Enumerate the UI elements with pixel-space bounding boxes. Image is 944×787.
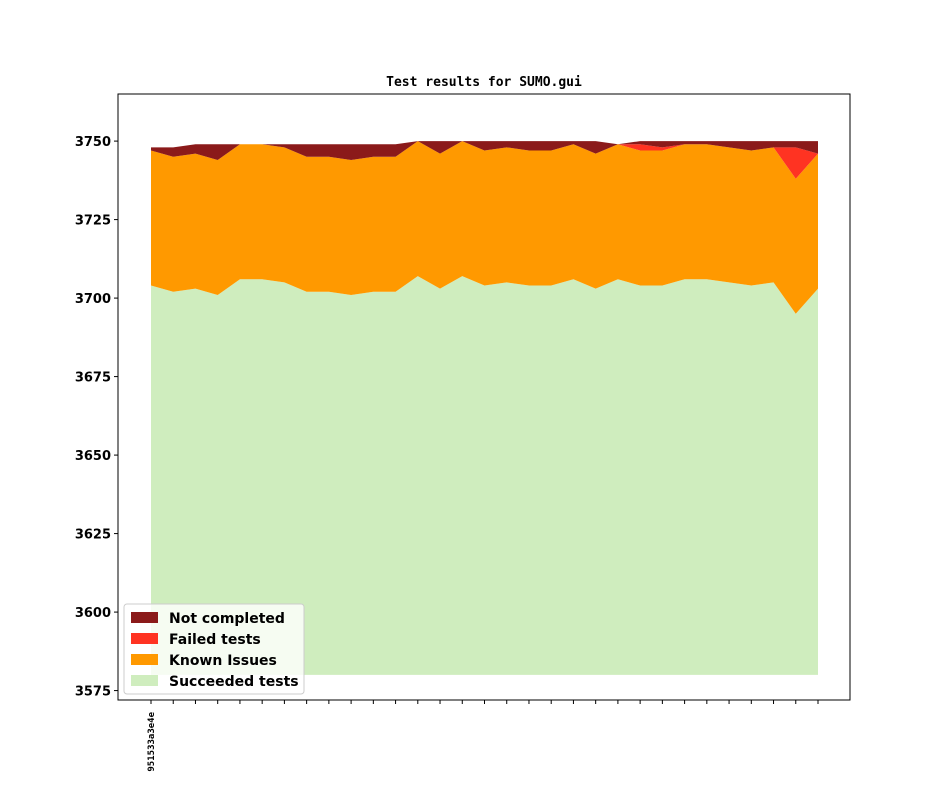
legend: Not completed Failed tests Known Issues Suc… (123, 603, 305, 695)
stacked-areas (151, 141, 818, 675)
legend-box (123, 603, 305, 695)
y-axis: 3575 3600 3625 3650 3675 3700 3725 3750 (75, 135, 118, 700)
legend-swatch-1 (131, 633, 158, 644)
legend-label-0: Not completed (169, 611, 285, 627)
legend-label-3: Succeeded tests (169, 674, 299, 690)
y-tick-label-1: 3600 (75, 606, 111, 621)
area-series-2 (151, 141, 818, 179)
x-tick-label-0: 951533a3e4e (147, 711, 157, 771)
legend-swatch-3 (131, 675, 158, 686)
legend-swatch-2 (131, 654, 158, 665)
y-tick-label-6: 3725 (75, 214, 111, 229)
legend-label-1: Failed tests (169, 632, 261, 648)
y-tick-label-5: 3700 (75, 292, 111, 307)
y-tick-label-0: 3575 (75, 685, 111, 700)
plot-frame (117, 93, 851, 701)
y-tick-label-2: 3625 (75, 528, 111, 543)
area-series-0 (151, 276, 818, 675)
area-series-1 (151, 141, 818, 314)
legend-label-2: Known Issues (169, 653, 277, 669)
legend-swatch-0 (131, 612, 158, 623)
y-tick-label-4: 3675 (75, 371, 111, 386)
chart-title: Test results for SUMO.gui (386, 75, 582, 90)
area-series-3 (151, 141, 818, 160)
y-tick-label-7: 3750 (75, 135, 111, 150)
x-axis: 951533a3e4e (147, 700, 819, 772)
y-tick-label-3: 3650 (75, 449, 111, 464)
